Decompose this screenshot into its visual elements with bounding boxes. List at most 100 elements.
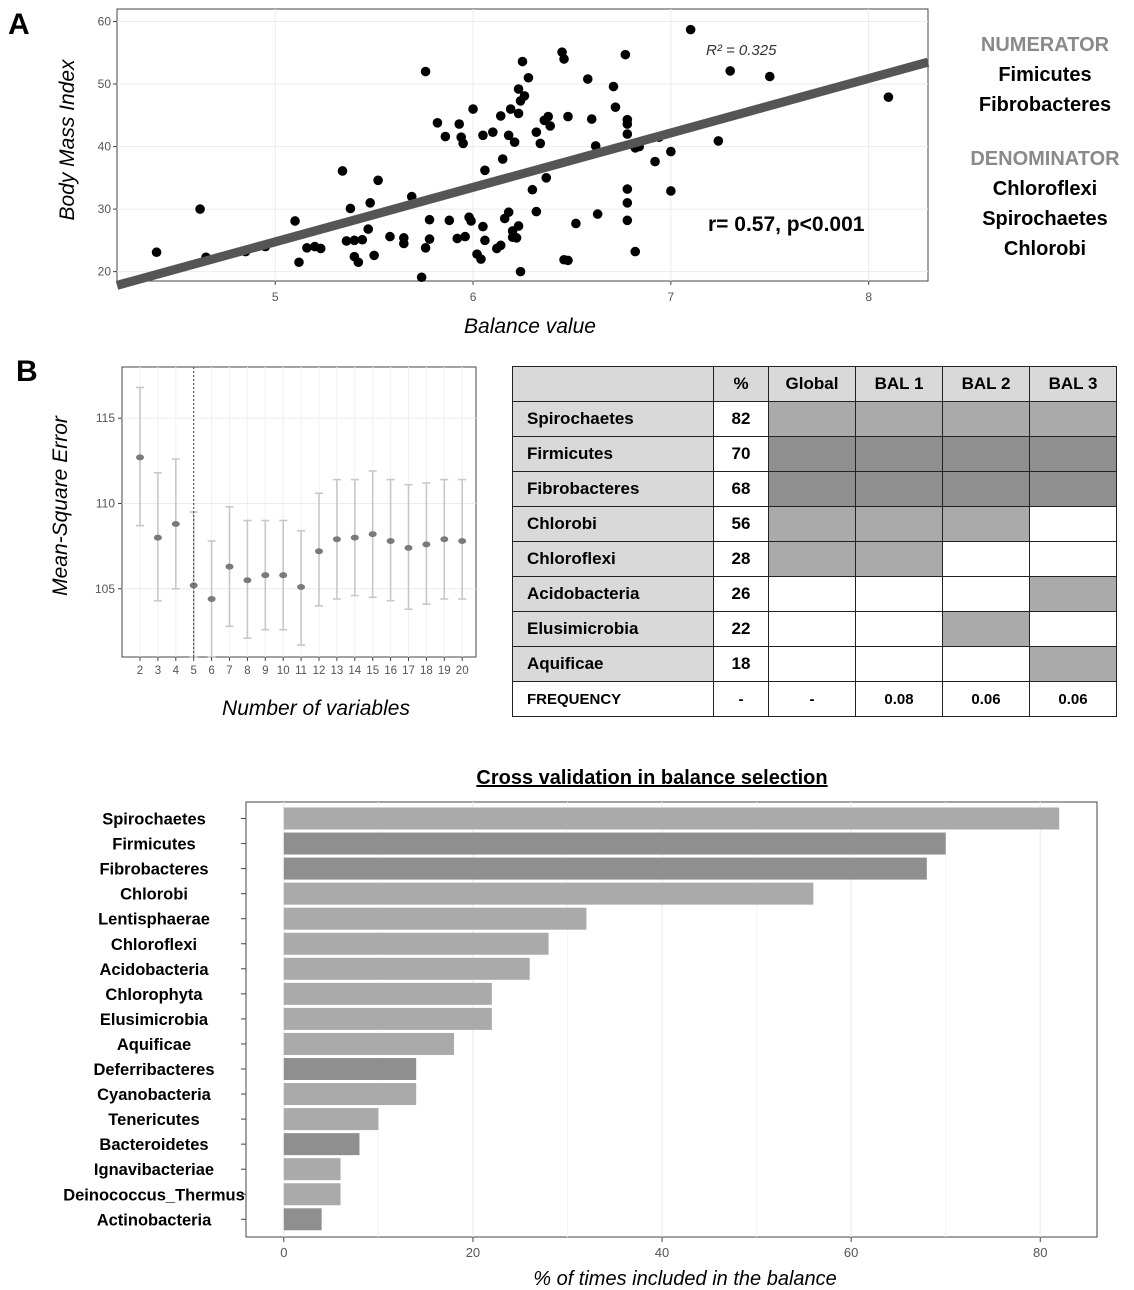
- scatter-point: [622, 119, 633, 129]
- mse-x-tick-label: 6: [208, 665, 214, 677]
- table-shade-cell: [768, 471, 856, 507]
- bar-category-label: Chloroflexi: [111, 936, 197, 954]
- r-squared-label: R² = 0.325: [706, 42, 777, 59]
- table-shade-cell: [768, 646, 856, 682]
- mse-mean-point: [189, 582, 198, 589]
- mse-x-tick-label: 18: [420, 665, 433, 677]
- bar-x-tick-label: 20: [466, 1245, 480, 1260]
- table-row-percent: 22: [713, 611, 769, 647]
- scatter-point: [650, 156, 660, 167]
- scatter-y-tick-label: 20: [98, 265, 112, 279]
- bar: [283, 807, 1060, 830]
- scatter-x-tick-label: 6: [470, 290, 477, 304]
- bar: [283, 1158, 341, 1181]
- balance-table: % Global BAL 1 BAL 2 BAL 3 Spirochaetes 8…: [512, 366, 1117, 717]
- scatter-point: [610, 102, 621, 112]
- scatter-point: [541, 173, 552, 183]
- table-shade-cell: [855, 401, 943, 437]
- table-shade-cell: [768, 611, 856, 647]
- table-header-cell: Global: [768, 366, 856, 402]
- scatter-point: [476, 254, 486, 264]
- panel-label-b: B: [16, 355, 38, 388]
- table-shade-cell: [855, 471, 943, 507]
- scatter-point: [385, 231, 395, 242]
- scatter-x-tick-label: 7: [668, 290, 675, 304]
- table-shade-cell: [942, 436, 1030, 472]
- bar: [283, 1133, 360, 1156]
- scatter-point: [511, 233, 522, 243]
- scatter-point: [440, 131, 451, 142]
- frequency-value: -: [713, 681, 769, 717]
- scatter-point: [582, 74, 593, 84]
- table-shade-cell: [1029, 401, 1117, 437]
- frequency-value: 0.06: [942, 681, 1030, 717]
- scatter-point: [543, 111, 554, 122]
- bar: [283, 832, 946, 855]
- table-shade-cell: [942, 611, 1030, 647]
- scatter-point: [365, 198, 375, 208]
- mse-x-tick-label: 13: [331, 665, 344, 677]
- table-row: Firmicutes 70: [512, 436, 1117, 472]
- mse-mean-point: [458, 538, 467, 544]
- scatter-x-tick-label: 5: [272, 290, 279, 304]
- bar-category-label: Chlorophyta: [105, 986, 203, 1004]
- scatter-point: [563, 111, 573, 122]
- mse-mean-point: [153, 534, 162, 541]
- scatter-point: [764, 71, 775, 82]
- bar-x-tick-label: 40: [655, 1245, 669, 1260]
- scatter-point: [622, 215, 633, 226]
- bar: [283, 957, 530, 980]
- bar-category-label: Cyanobacteria: [97, 1086, 212, 1104]
- scatter-point: [666, 186, 676, 196]
- scatter-point: [571, 218, 581, 229]
- scatter-point: [315, 243, 326, 254]
- scatter-point: [509, 137, 520, 147]
- scatter-point: [444, 215, 455, 226]
- panel-label-a: A: [8, 8, 30, 41]
- table-row-percent: 68: [713, 471, 769, 507]
- bar-x-tick-label: 60: [844, 1245, 858, 1260]
- scatter-point: [488, 127, 498, 137]
- scatter-point: [353, 257, 364, 268]
- scatter-plot-area: [116, 8, 929, 282]
- table-row-name: Aquificae: [512, 646, 714, 682]
- bar-category-label: Deinococcus_Thermus: [63, 1186, 245, 1204]
- scatter-point: [497, 154, 508, 164]
- mse-plot-area: [121, 366, 477, 658]
- scatter-point: [622, 198, 633, 208]
- scatter-x-axis-label: Balance value: [464, 315, 596, 338]
- table-shade-cell: [942, 541, 1030, 577]
- table-row-name: Firmicutes: [512, 436, 714, 472]
- scatter-point: [424, 214, 435, 225]
- scatter-point: [505, 104, 516, 114]
- table-header-cell: BAL 2: [942, 366, 1030, 402]
- mse-x-tick-label: 17: [402, 665, 415, 677]
- bar-category-label: Aquificae: [117, 1036, 191, 1054]
- bar: [283, 857, 927, 880]
- table-shade-cell: [768, 436, 856, 472]
- bar: [283, 1083, 417, 1106]
- mse-mean-point: [171, 520, 180, 527]
- table-row-name: Chloroflexi: [512, 541, 714, 577]
- mse-x-tick-label: 16: [384, 665, 397, 677]
- frequency-value: -: [768, 681, 856, 717]
- bar-category-label: Chlorobi: [120, 886, 188, 904]
- scatter-point: [480, 235, 490, 246]
- scatter-y-tick-label: 30: [98, 202, 112, 216]
- scatter-point: [302, 243, 312, 253]
- bar-category-label: Firmicutes: [112, 836, 195, 854]
- scatter-point: [592, 209, 603, 219]
- table-header-cell: BAL 3: [1029, 366, 1117, 402]
- scatter-point: [535, 138, 546, 149]
- table-row: Acidobacteria 26: [512, 576, 1117, 612]
- frequency-label: FREQUENCY: [512, 681, 714, 717]
- bar-category-label: Tenericutes: [108, 1111, 199, 1129]
- table-row-name: Chlorobi: [512, 506, 714, 542]
- mse-mean-point: [404, 544, 413, 551]
- scatter-point: [586, 114, 597, 124]
- bar-category-label: Acidobacteria: [99, 961, 209, 979]
- table-shade-cell: [855, 541, 943, 577]
- mse-mean-point: [225, 563, 234, 570]
- mse-mean-point: [386, 538, 395, 544]
- scatter-point: [151, 247, 162, 258]
